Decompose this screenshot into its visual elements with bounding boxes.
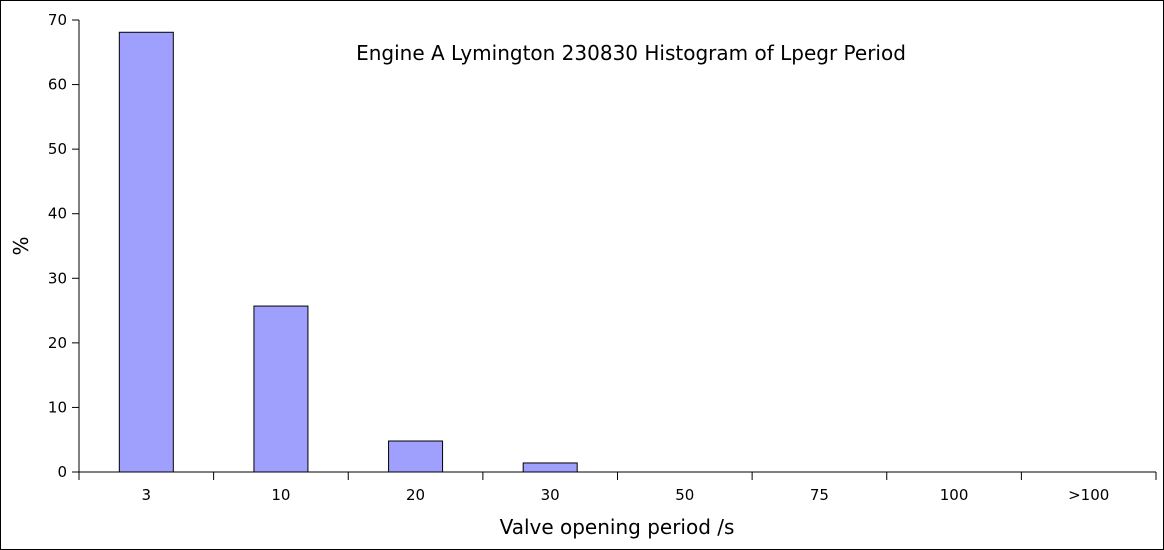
y-tick-label: 30 <box>48 269 67 287</box>
bar <box>253 305 309 473</box>
y-tick-label: 10 <box>48 398 67 416</box>
x-tick-label: 50 <box>675 486 694 504</box>
x-tick-label: 75 <box>810 486 829 504</box>
y-tick-label: 0 <box>57 463 67 481</box>
x-tick-label: 100 <box>940 486 969 504</box>
y-tick-label: 20 <box>48 334 67 352</box>
x-axis-ticks: 3 10 20 30 50 75 100 >100 <box>78 472 1157 504</box>
chart-title: Engine A Lymington 230830 Histogram of L… <box>356 41 906 65</box>
x-tick-label: 30 <box>541 486 560 504</box>
x-axis-title: Valve opening period /s <box>500 515 735 539</box>
bars-layer <box>118 31 578 473</box>
y-axis-ticks: 0 10 20 30 40 50 60 70 <box>48 11 79 481</box>
x-tick-label: 3 <box>142 486 152 504</box>
x-tick-label: 10 <box>271 486 290 504</box>
x-tick-label: >100 <box>1068 486 1109 504</box>
y-tick-label: 40 <box>48 205 67 223</box>
y-tick-label: 70 <box>48 11 67 29</box>
y-tick-label: 60 <box>48 76 67 94</box>
bar <box>522 462 578 473</box>
x-tick-label: 20 <box>406 486 425 504</box>
y-tick-label: 50 <box>48 140 67 158</box>
bar <box>118 31 174 473</box>
bar <box>388 440 444 473</box>
y-axis-title: % <box>9 236 33 255</box>
